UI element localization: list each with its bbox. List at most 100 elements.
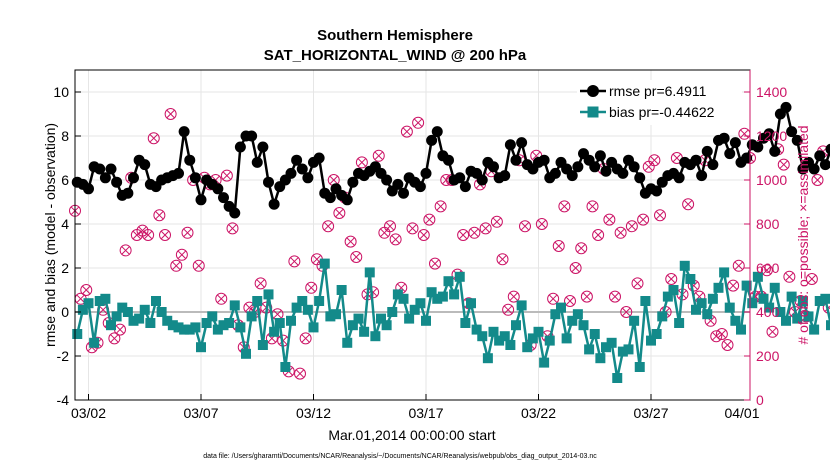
bias-point	[612, 373, 622, 383]
rmse-point	[257, 142, 268, 153]
bias-point	[489, 327, 499, 337]
x-tick-label: 03/17	[408, 405, 443, 421]
bias-point	[235, 322, 245, 332]
bias-point	[337, 285, 347, 295]
bias-point	[438, 292, 448, 302]
x-tick-label: 03/27	[633, 405, 668, 421]
rmse-point	[696, 170, 707, 181]
obs-marker	[812, 175, 823, 186]
bias-point	[134, 314, 144, 324]
bias-point	[145, 318, 155, 328]
rmse-point	[550, 168, 561, 179]
bias-point	[511, 320, 521, 330]
bias-point	[280, 362, 290, 372]
rmse-point	[246, 131, 257, 142]
bias-point	[449, 289, 459, 299]
rmse-point	[398, 188, 409, 199]
bias-point	[100, 294, 110, 304]
y-tick-label-right: 200	[756, 348, 780, 364]
bias-point	[466, 298, 476, 308]
rmse-point	[421, 168, 432, 179]
rmse-point	[179, 126, 190, 137]
rmse-point	[730, 137, 741, 148]
y-tick-label-right: 600	[756, 260, 780, 276]
bias-point	[483, 353, 493, 363]
y-tick-label-left: 10	[53, 84, 69, 100]
rmse-point	[572, 161, 583, 172]
bias-point	[629, 316, 639, 326]
rmse-point	[511, 155, 522, 166]
obs-marker	[767, 326, 778, 337]
bias-point	[736, 325, 746, 335]
bias-point	[730, 316, 740, 326]
bias-point	[354, 314, 364, 324]
bias-point	[269, 327, 279, 337]
legend-bias-marker	[588, 107, 599, 118]
legend: rmse pr=6.4911 bias pr=-0.44622	[577, 80, 742, 125]
rmse-point	[634, 172, 645, 183]
y-tick-label-left: 6	[61, 172, 69, 188]
y-tick-label-left: 0	[61, 304, 69, 320]
rmse-point	[691, 155, 702, 166]
bias-point	[365, 267, 375, 277]
rmse-point	[516, 137, 527, 148]
y-axis-label-left: rmse and bias (model - observation)	[42, 123, 58, 347]
bias-point	[460, 318, 470, 328]
rmse-point	[122, 188, 133, 199]
y-tick-label-right: 800	[756, 216, 780, 232]
bias-point	[584, 344, 594, 354]
bias-point	[370, 331, 380, 341]
bias-point	[359, 327, 369, 337]
rmse-point	[252, 157, 263, 168]
bias-point	[697, 298, 707, 308]
rmse-point	[106, 164, 117, 175]
rmse-point	[111, 177, 122, 188]
x-tick-label: 04/01	[724, 405, 759, 421]
bias-point	[562, 333, 572, 343]
rmse-point	[702, 146, 713, 157]
bias-point	[415, 298, 425, 308]
rmse-point	[415, 181, 426, 192]
bias-point	[196, 342, 206, 352]
y-tick-label-right: 400	[756, 304, 780, 320]
bias-point	[759, 294, 769, 304]
bias-point	[224, 318, 234, 328]
rmse-point	[617, 168, 628, 179]
rmse-point	[229, 208, 240, 219]
y-tick-label-left: 4	[61, 216, 69, 232]
bias-point	[534, 327, 544, 337]
bias-point	[573, 309, 583, 319]
rmse-point	[488, 161, 499, 172]
chart-subtitle: SAT_HORIZONTAL_WIND @ 200 hPa	[264, 47, 527, 64]
rmse-point	[235, 142, 246, 153]
bias-point	[342, 338, 352, 348]
rmse-point	[719, 133, 730, 144]
y-tick-label-right: 1400	[756, 84, 787, 100]
bias-point	[680, 261, 690, 271]
bias-point	[331, 309, 341, 319]
bias-point	[770, 283, 780, 293]
bias-point	[320, 259, 330, 269]
rmse-point	[83, 183, 94, 194]
bias-point	[112, 311, 122, 321]
rmse-point	[128, 172, 139, 183]
y-tick-label-right: 1000	[756, 172, 787, 188]
rmse-point	[190, 172, 201, 183]
x-axis-label: Mar.01,2014 00:00:00 start	[328, 427, 495, 443]
legend-rmse-marker	[587, 85, 599, 97]
rmse-point	[342, 194, 353, 205]
rmse-point	[184, 155, 195, 166]
y-tick-label-left: 8	[61, 128, 69, 144]
bias-point	[297, 296, 307, 306]
bias-point	[685, 274, 695, 284]
bias-point	[387, 307, 397, 317]
rmse-point	[629, 161, 640, 172]
bias-point	[455, 272, 465, 282]
bias-point	[106, 320, 116, 330]
bias-point	[708, 294, 718, 304]
bias-point	[674, 318, 684, 328]
bias-point	[314, 296, 324, 306]
bias-point	[820, 294, 830, 304]
bias-point	[669, 285, 679, 295]
